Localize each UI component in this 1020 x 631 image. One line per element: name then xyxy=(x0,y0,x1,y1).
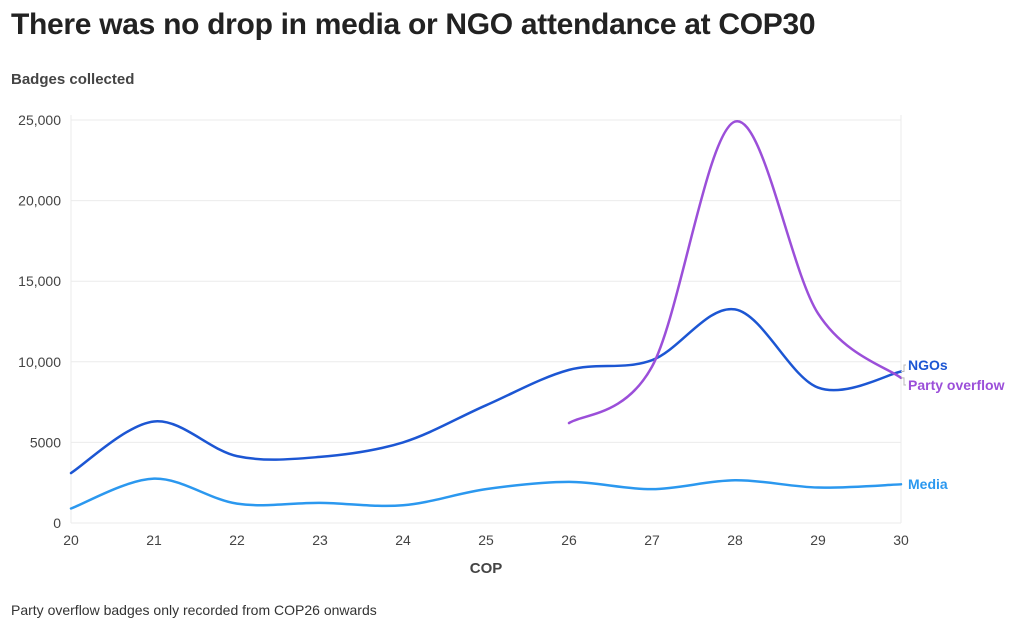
y-tick-label: 5000 xyxy=(30,434,61,450)
x-tick-label: 24 xyxy=(395,532,411,548)
label-connector xyxy=(901,364,906,372)
x-tick-label: 29 xyxy=(810,532,826,548)
y-tick-label: 0 xyxy=(53,515,61,531)
series-label-media: Media xyxy=(908,476,948,492)
y-tick-label: 25,000 xyxy=(18,112,61,128)
series-line-ngos xyxy=(69,308,903,475)
label-connector xyxy=(901,377,906,386)
chart-title: There was no drop in media or NGO attend… xyxy=(11,8,816,41)
x-tick-label: 23 xyxy=(312,532,328,548)
y-tick-label: 20,000 xyxy=(18,193,61,209)
x-tick-label: 30 xyxy=(893,532,909,548)
x-tick-label: 28 xyxy=(727,532,743,548)
x-axis-title: COP xyxy=(470,560,503,577)
x-tick-label: 22 xyxy=(229,532,245,548)
x-tick-label: 20 xyxy=(63,532,79,548)
y-tick-label: 10,000 xyxy=(18,354,61,370)
series-label-party-overflow: Party overflow xyxy=(908,377,1005,393)
series-label-ngos: NGOs xyxy=(908,357,948,373)
y-tick-label: 15,000 xyxy=(18,273,61,289)
x-tick-label: 27 xyxy=(644,532,660,548)
x-tick-label: 25 xyxy=(478,532,494,548)
x-tick-label: 21 xyxy=(146,532,162,548)
series-line-party-overflow xyxy=(567,120,903,425)
footnote: Party overflow badges only recorded from… xyxy=(11,602,377,618)
series-line-media xyxy=(69,477,903,510)
y-axis-title: Badges collected xyxy=(11,71,135,88)
x-tick-label: 26 xyxy=(561,532,577,548)
